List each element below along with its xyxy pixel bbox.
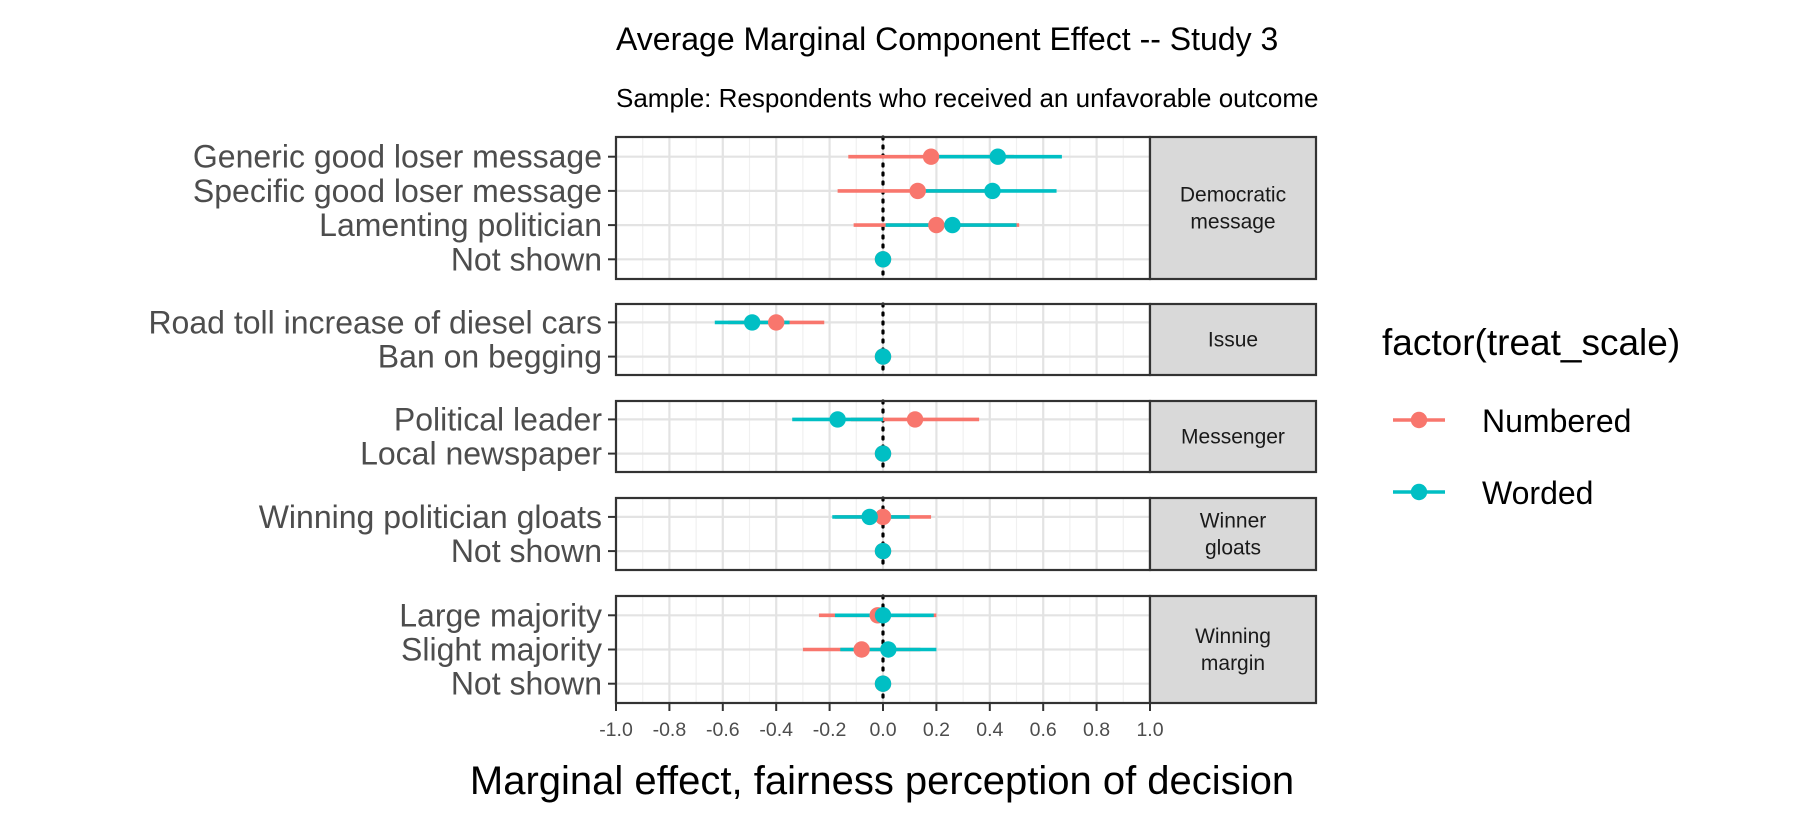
- facet-strip-label: Messenger: [1181, 426, 1285, 449]
- facet-strip: [1148, 399, 1318, 474]
- x-tick-label: 0.6: [1030, 719, 1057, 741]
- x-axis: -1.0 -0.8 -0.6 -0.4 -0.2 0.0 0.2 0.4 0.6 0.8 1.0: [599, 703, 1164, 741]
- x-tick-label: -0.4: [759, 719, 793, 741]
- facet-strip-label: gloats: [1205, 537, 1261, 560]
- facet-strip: [1148, 302, 1318, 377]
- point-numbered: [922, 148, 940, 165]
- point-numbered: [909, 182, 926, 200]
- y-tick-label: Lamenting politician: [319, 207, 602, 243]
- facet-strip-label: Issue: [1208, 329, 1258, 352]
- point-worded: [874, 607, 892, 624]
- point-worded: [829, 411, 846, 428]
- x-tick-label: 0.8: [1083, 719, 1110, 741]
- legend-label-worded: Worded: [1482, 475, 1593, 511]
- x-tick-label: 0.4: [976, 719, 1003, 741]
- point-worded: [880, 641, 897, 658]
- point-worded: [874, 251, 892, 268]
- y-tick-label: Not shown: [451, 241, 602, 277]
- facet-strip-label: margin: [1201, 652, 1265, 675]
- legend-title: factor(treat_scale): [1382, 322, 1680, 363]
- y-tick-label: Local newspaper: [360, 436, 602, 472]
- facet-strip-label: message: [1190, 211, 1275, 234]
- y-tick-label: Slight majority: [401, 632, 602, 668]
- facet-strip: [1148, 496, 1318, 572]
- point-worded: [984, 182, 1001, 200]
- y-tick-label: Specific good loser message: [193, 173, 602, 209]
- x-tick-label: -0.2: [813, 719, 847, 741]
- point-worded: [874, 542, 892, 560]
- chart-subtitle: Sample: Respondents who received an unfa…: [616, 83, 1318, 113]
- point-numbered: [768, 314, 785, 331]
- y-tick-label: Ban on begging: [378, 339, 602, 375]
- x-tick-label: 0.2: [923, 719, 950, 741]
- legend: factor(treat_scale) Numbered Worded: [1382, 322, 1680, 511]
- legend-key-point: [1410, 483, 1428, 501]
- facet-strip: [1148, 135, 1318, 281]
- y-tick-label: Winning politician gloats: [259, 499, 602, 535]
- point-worded: [743, 314, 761, 331]
- facet-strip-label: Winning: [1195, 625, 1271, 648]
- point-worded: [874, 675, 892, 692]
- point-worded: [861, 508, 878, 526]
- point-worded: [989, 148, 1007, 165]
- legend-label-numbered: Numbered: [1482, 403, 1631, 439]
- facet-strip-label: Democratic: [1180, 184, 1286, 207]
- point-worded: [944, 216, 961, 234]
- point-worded: [874, 348, 892, 365]
- chart-title: Average Marginal Component Effect -- Stu…: [616, 21, 1278, 57]
- x-tick-label: 0.0: [869, 719, 896, 741]
- point-numbered: [906, 411, 924, 428]
- point-numbered: [874, 508, 892, 526]
- y-tick-label: Not shown: [451, 533, 602, 569]
- x-tick-label: -0.6: [706, 719, 740, 741]
- x-tick-label: 1.0: [1136, 719, 1163, 741]
- y-tick-label: Political leader: [394, 401, 602, 437]
- x-axis-label: Marginal effect, fairness perception of …: [470, 759, 1294, 803]
- point-numbered: [928, 216, 945, 234]
- y-tick-label: Not shown: [451, 666, 602, 702]
- x-tick-label: -1.0: [599, 719, 633, 741]
- y-tick-label: Road toll increase of diesel cars: [148, 304, 602, 340]
- y-tick-label: Generic good loser message: [193, 139, 602, 175]
- point-numbered: [853, 641, 870, 658]
- legend-key-point: [1410, 411, 1428, 429]
- y-tick-label: Large majority: [399, 597, 602, 633]
- facet-strip: [1148, 594, 1318, 705]
- facet-strip-label: Winner: [1200, 510, 1267, 533]
- x-tick-label: -0.8: [653, 719, 687, 741]
- point-worded: [874, 445, 892, 462]
